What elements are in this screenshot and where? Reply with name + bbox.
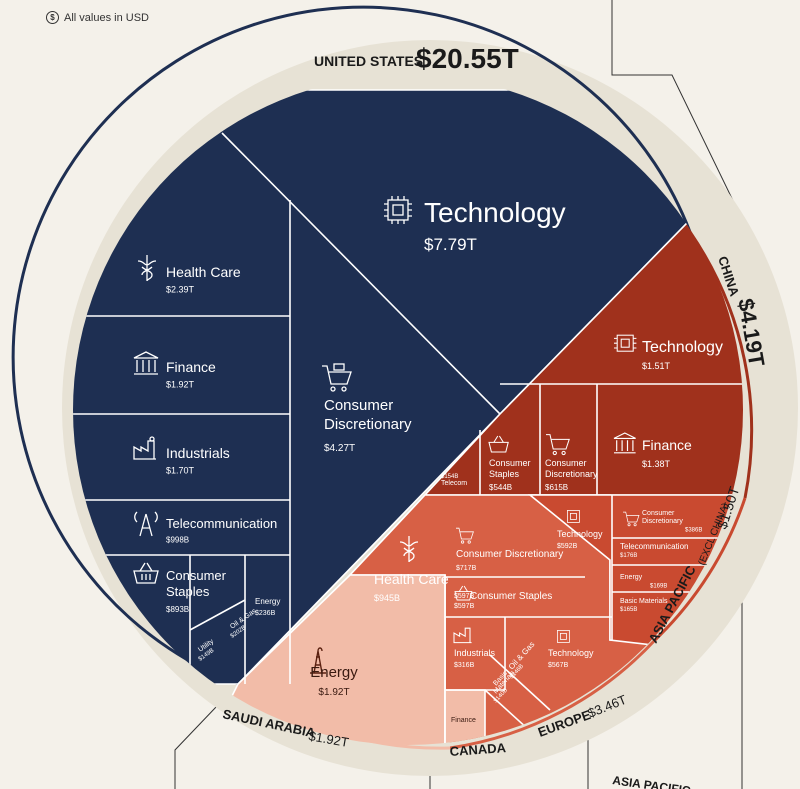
sector-name-label: Consumer bbox=[166, 568, 227, 583]
caduceus-icon bbox=[399, 536, 419, 563]
sector-value-label: $386B bbox=[685, 528, 702, 534]
sector-name-label: Consumer bbox=[489, 458, 531, 468]
sector-value-label: $597B bbox=[454, 593, 475, 600]
sector-value-label: $316B bbox=[454, 662, 475, 669]
sector-value-label: $615B bbox=[545, 483, 568, 492]
region-name-label: CANADA bbox=[449, 740, 507, 759]
sector-name-label: Energy bbox=[255, 597, 280, 606]
sector-name-label: Telecommunication bbox=[620, 542, 688, 551]
region-total-label: $20.55T bbox=[416, 43, 519, 74]
sector-value-label: $1.92T bbox=[166, 379, 195, 389]
icon-layer bbox=[133, 196, 640, 644]
sector-name-label: Technology bbox=[642, 339, 723, 356]
sector-value-label: $236B bbox=[255, 610, 276, 617]
us-ring-arc bbox=[11, 5, 692, 686]
sector-name-label: Staples bbox=[166, 584, 210, 599]
factory-icon bbox=[133, 436, 156, 460]
sector-value-label: $154B bbox=[441, 474, 458, 480]
factory-icon bbox=[453, 627, 472, 644]
sector-name-label: Finance bbox=[451, 717, 476, 724]
sector-name-label: Energy bbox=[310, 664, 358, 681]
sector-value-label: $2.39T bbox=[166, 284, 195, 294]
us-divider bbox=[221, 132, 501, 415]
shopping-cart-icon bbox=[456, 527, 474, 544]
sector-name-label: Finance bbox=[642, 437, 692, 453]
sector-value-label: $1.38T bbox=[642, 459, 671, 469]
sector-name-label: Telecom bbox=[441, 480, 467, 487]
currency-note: $ All values in USD bbox=[46, 11, 149, 24]
sector-name-label: Telecommunication bbox=[166, 516, 277, 531]
chip-icon bbox=[567, 510, 580, 523]
sector-name-label: Health Care bbox=[374, 571, 449, 587]
sector-name-label: Discretionary bbox=[642, 518, 683, 525]
region-total-label: $1.92T bbox=[307, 728, 350, 750]
sector-name-label: Consumer Discretionary bbox=[456, 549, 563, 560]
dollar-coin-icon: $ bbox=[46, 11, 59, 24]
caduceus-icon bbox=[137, 255, 157, 282]
sector-value-label: $945B bbox=[374, 593, 400, 603]
sector-name-label: Technology bbox=[424, 197, 566, 228]
sector-value-label: $893B bbox=[166, 605, 189, 614]
sector-value-label: $717B bbox=[456, 565, 477, 572]
chip-icon bbox=[557, 630, 570, 643]
sector-name-label: Energy bbox=[620, 574, 643, 581]
sector-name-label: Industrials bbox=[454, 648, 496, 658]
sector-value-label: $544B bbox=[489, 483, 512, 492]
asia-ring-arc bbox=[653, 497, 747, 642]
chip-icon bbox=[614, 334, 637, 352]
shopping-cart-icon bbox=[546, 434, 570, 456]
sector-name-label: Basic Materials bbox=[620, 598, 668, 605]
sector-value-label: $1.92T bbox=[318, 687, 349, 698]
europe-ring-arc bbox=[449, 638, 657, 750]
basket-icon bbox=[488, 435, 509, 453]
sector-value-label: $592B bbox=[557, 543, 578, 550]
sector-value-label: $7.79T bbox=[424, 235, 477, 254]
sector-value-label: $169B bbox=[650, 584, 667, 590]
sector-name-label: Finance bbox=[166, 359, 216, 375]
sector-name-label: Discretionary bbox=[324, 416, 412, 433]
region-name-label: UNITED STATES bbox=[314, 53, 423, 69]
currency-note-text: All values in USD bbox=[64, 11, 149, 24]
sector-value-label: $176B bbox=[620, 553, 637, 559]
sector-value-label: $4.27T bbox=[324, 443, 355, 454]
sector-name-label: Consumer bbox=[324, 397, 393, 414]
region-name-label: ASIA PACIFIC bbox=[612, 773, 692, 789]
shopping-cart-icon bbox=[322, 363, 352, 392]
shopping-cart-icon bbox=[623, 511, 640, 527]
antenna-tower-icon bbox=[134, 511, 158, 537]
sector-name-label: Health Care bbox=[166, 264, 241, 280]
sector-value-label: $165B bbox=[620, 607, 637, 613]
asia-pacific-leader-line bbox=[734, 584, 743, 789]
bank-icon bbox=[613, 432, 636, 454]
basket-icon bbox=[133, 562, 159, 584]
oil-derrick-icon bbox=[310, 647, 326, 674]
sector-value-label: $597B bbox=[454, 603, 475, 610]
sector-value-label: $1.51T bbox=[642, 361, 671, 371]
bank-icon bbox=[133, 351, 159, 375]
chip-icon bbox=[384, 196, 412, 224]
sector-name-label: Technology bbox=[557, 529, 603, 539]
sector-name-label: Staples bbox=[489, 469, 520, 479]
sector-value-label: $998B bbox=[166, 535, 189, 544]
sector-name-label: Consumer bbox=[642, 510, 675, 517]
sector-name-label: Technology bbox=[548, 648, 594, 658]
europe-divider bbox=[489, 654, 551, 711]
sector-value-label: $567B bbox=[548, 662, 569, 669]
sector-name-label: Industrials bbox=[166, 445, 230, 461]
basket-icon bbox=[454, 585, 473, 601]
us-divider bbox=[189, 599, 246, 631]
sector-name-label: Consumer bbox=[545, 458, 587, 468]
sector-name-label: Discretionary bbox=[545, 469, 598, 479]
sector-name-label: Consumer Staples bbox=[470, 591, 552, 602]
sector-value-label: $1.70T bbox=[166, 465, 195, 475]
